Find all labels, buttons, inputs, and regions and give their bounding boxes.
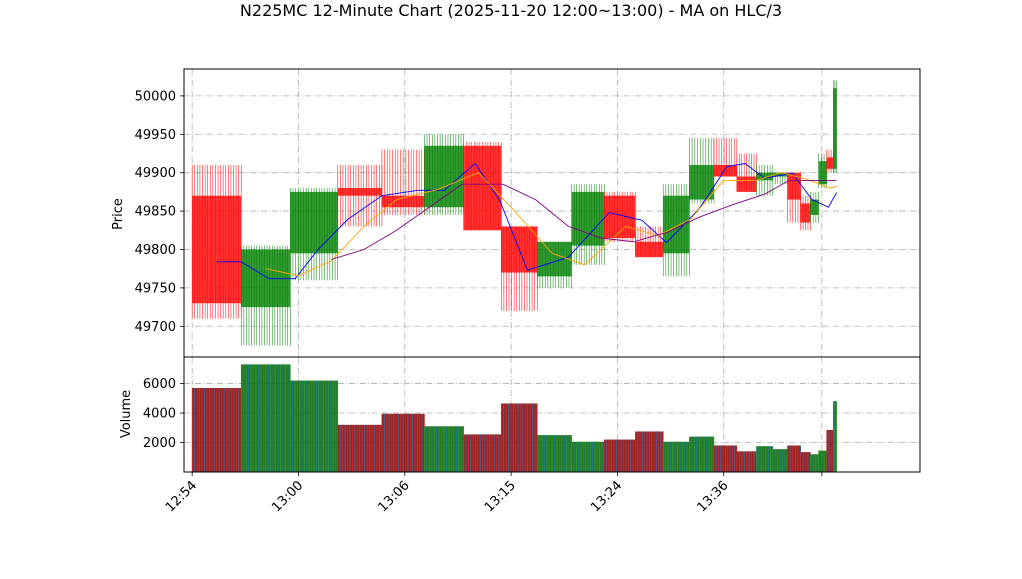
candle-body [818, 161, 827, 185]
price-bars [191, 80, 837, 346]
candle-body [424, 145, 464, 208]
price-tick-label: 49950 [135, 128, 176, 143]
volume-bar [832, 401, 837, 472]
volume-bar [787, 445, 801, 472]
volume-bar-fill [826, 429, 834, 472]
volume-bar [571, 441, 605, 472]
volume-bar [463, 434, 502, 472]
moving-average-line [216, 162, 837, 280]
candle-down [713, 138, 738, 177]
candle-up [689, 138, 715, 204]
candle-body [713, 165, 737, 177]
candle-body [800, 203, 811, 223]
volume-y-ticks: 2000 4000 6000 [143, 377, 184, 451]
candle-down [604, 191, 636, 242]
candle-body [381, 195, 425, 208]
candle-body [826, 157, 834, 169]
volume-bar-fill [604, 439, 636, 472]
candle-body [337, 188, 382, 196]
volume-bar [337, 424, 383, 472]
candle-body [192, 195, 242, 304]
volume-bar [662, 441, 690, 472]
candle-body [736, 176, 757, 192]
volume-bar [826, 429, 834, 472]
candle-body [635, 241, 664, 258]
candle-body [537, 241, 572, 277]
volume-bar [635, 431, 664, 472]
price-tick-label: 49900 [135, 166, 176, 181]
volume-tick-label: 4000 [143, 407, 176, 422]
volume-bar [713, 445, 738, 472]
candle-down [191, 165, 242, 319]
candle-body [290, 191, 338, 254]
volume-bar [500, 403, 538, 472]
volume-frame [183, 356, 921, 473]
volume-bar [772, 449, 788, 472]
candle-body [604, 195, 636, 238]
volume-bar-fill [501, 403, 538, 472]
chart-title: N225MC 12-Minute Chart (2025-11-20 12:00… [240, 1, 782, 20]
volume-bar [424, 426, 465, 472]
moving-average-line [265, 172, 837, 277]
volume-bar-fill [756, 446, 773, 472]
price-tick-label: 49800 [135, 243, 176, 258]
volume-bar [289, 380, 339, 472]
volume-bar-fill [818, 450, 827, 472]
volume-bar [800, 452, 811, 472]
candle-up [424, 134, 464, 215]
volume-tick-label: 2000 [143, 436, 176, 451]
volume-axis-label: Volume [119, 390, 134, 438]
volume-bar-fill [787, 445, 801, 472]
candle-down [463, 141, 502, 231]
volume-bar-fill [810, 454, 819, 472]
candle-body [689, 165, 714, 200]
volume-bar [536, 435, 572, 472]
volume-bars [191, 364, 837, 472]
volume-bar [381, 413, 425, 472]
volume-bar [603, 439, 636, 472]
price-panel: 49700 49750 49800 49850 49900 49950 50000 Pric… [111, 68, 921, 358]
volume-tick-label: 6000 [143, 377, 176, 392]
volume-bar [818, 450, 828, 472]
candle-body [663, 195, 690, 254]
candle-body [833, 88, 837, 169]
candle-body [463, 145, 502, 231]
volume-bar [689, 436, 715, 472]
candle-body [772, 172, 788, 177]
price-tick-label: 49850 [135, 205, 176, 220]
price-tick-label: 49750 [135, 281, 176, 296]
volume-bar-fill [663, 441, 690, 472]
volume-panel: 2000 4000 6000 Volume [119, 356, 921, 473]
candle-body [810, 199, 819, 215]
volume-bar [756, 446, 774, 472]
candle-down [500, 226, 538, 311]
volume-bar [240, 364, 291, 472]
candle-up [833, 80, 837, 173]
candle-body [571, 191, 605, 246]
price-tick-label: 49700 [135, 320, 176, 335]
moving-average-line [331, 179, 837, 260]
volume-bar [736, 451, 757, 472]
candle-down [337, 165, 383, 227]
price-axis-label: Price [111, 198, 126, 230]
volume-bar [191, 387, 242, 472]
volume-bar [810, 454, 819, 472]
price-y-ticks: 49700 49750 49800 49850 49900 49950 50000 [135, 89, 184, 335]
candle-body [756, 172, 773, 181]
moving-average-lines [216, 162, 837, 280]
price-tick-label: 50000 [135, 89, 176, 104]
